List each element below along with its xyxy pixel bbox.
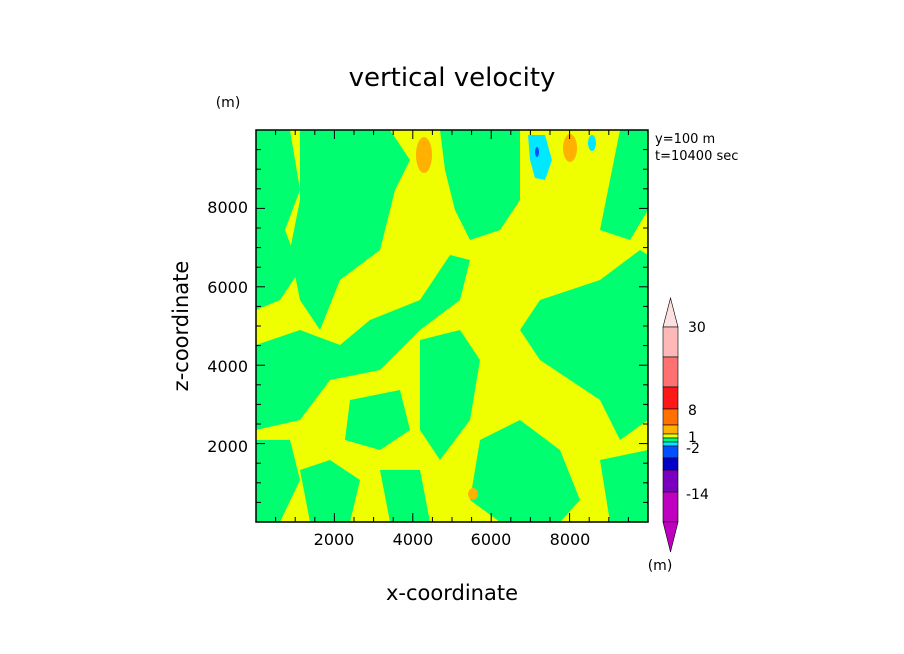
y-axis-label: z-coordinate (169, 261, 193, 392)
colorbar-top-arrow (662, 296, 679, 328)
y-tick-label-6000: 6000 (207, 278, 248, 297)
x-tick-label-6000: 6000 (471, 530, 512, 549)
tick-marks (256, 130, 648, 522)
colorbar-label-1: 1 (688, 430, 697, 446)
colorbar-segment-pink (662, 326, 679, 358)
chart-title: vertical velocity (349, 63, 556, 93)
colorbar (662, 296, 679, 553)
annotation-y-position: y=100 m (655, 132, 715, 147)
negative-anomalies (528, 135, 596, 180)
x-tick-label-4000: 4000 (393, 530, 434, 549)
colorbar-segment-blue (662, 445, 679, 459)
colorbar-segment-yellow (662, 433, 679, 439)
colorbar-segment-red (662, 386, 679, 410)
colorbar-label-8: 8 (688, 403, 697, 419)
x-tick-label-2000: 2000 (314, 530, 355, 549)
colorbar-segment-purple (662, 469, 679, 493)
x-axis-label: x-coordinate (386, 581, 518, 605)
downdraft-core (535, 147, 539, 157)
x-tick-label-8000: 8000 (550, 530, 591, 549)
y-tick-label-8000: 8000 (207, 198, 248, 217)
green-contours (256, 130, 648, 522)
colorbar-segment-dark-blue (662, 457, 679, 471)
colorbar-label-neg14: -14 (686, 487, 709, 503)
velocity-field (256, 130, 648, 522)
colorbar-segment-cyan (662, 441, 679, 447)
positive-anomalies (416, 134, 577, 500)
colorbar-segment-salmon (662, 356, 679, 388)
y-tick-label-2000: 2000 (207, 437, 248, 456)
colorbar-bottom-arrow (662, 521, 679, 553)
colorbar-label-30: 30 (688, 320, 706, 336)
y-tick-label-4000: 4000 (207, 357, 248, 376)
colorbar-segment-dark-orange (662, 408, 679, 426)
y-unit-label: (m) (216, 95, 241, 111)
colorbar-segment-green (662, 437, 679, 443)
colorbar-unit: (m) (648, 558, 673, 574)
colorbar-label-neg2: -2 (686, 441, 700, 457)
colorbar-segment-orange (662, 424, 679, 435)
colorbar-segment-magenta (662, 491, 679, 523)
annotation-time: t=10400 sec (655, 149, 738, 164)
